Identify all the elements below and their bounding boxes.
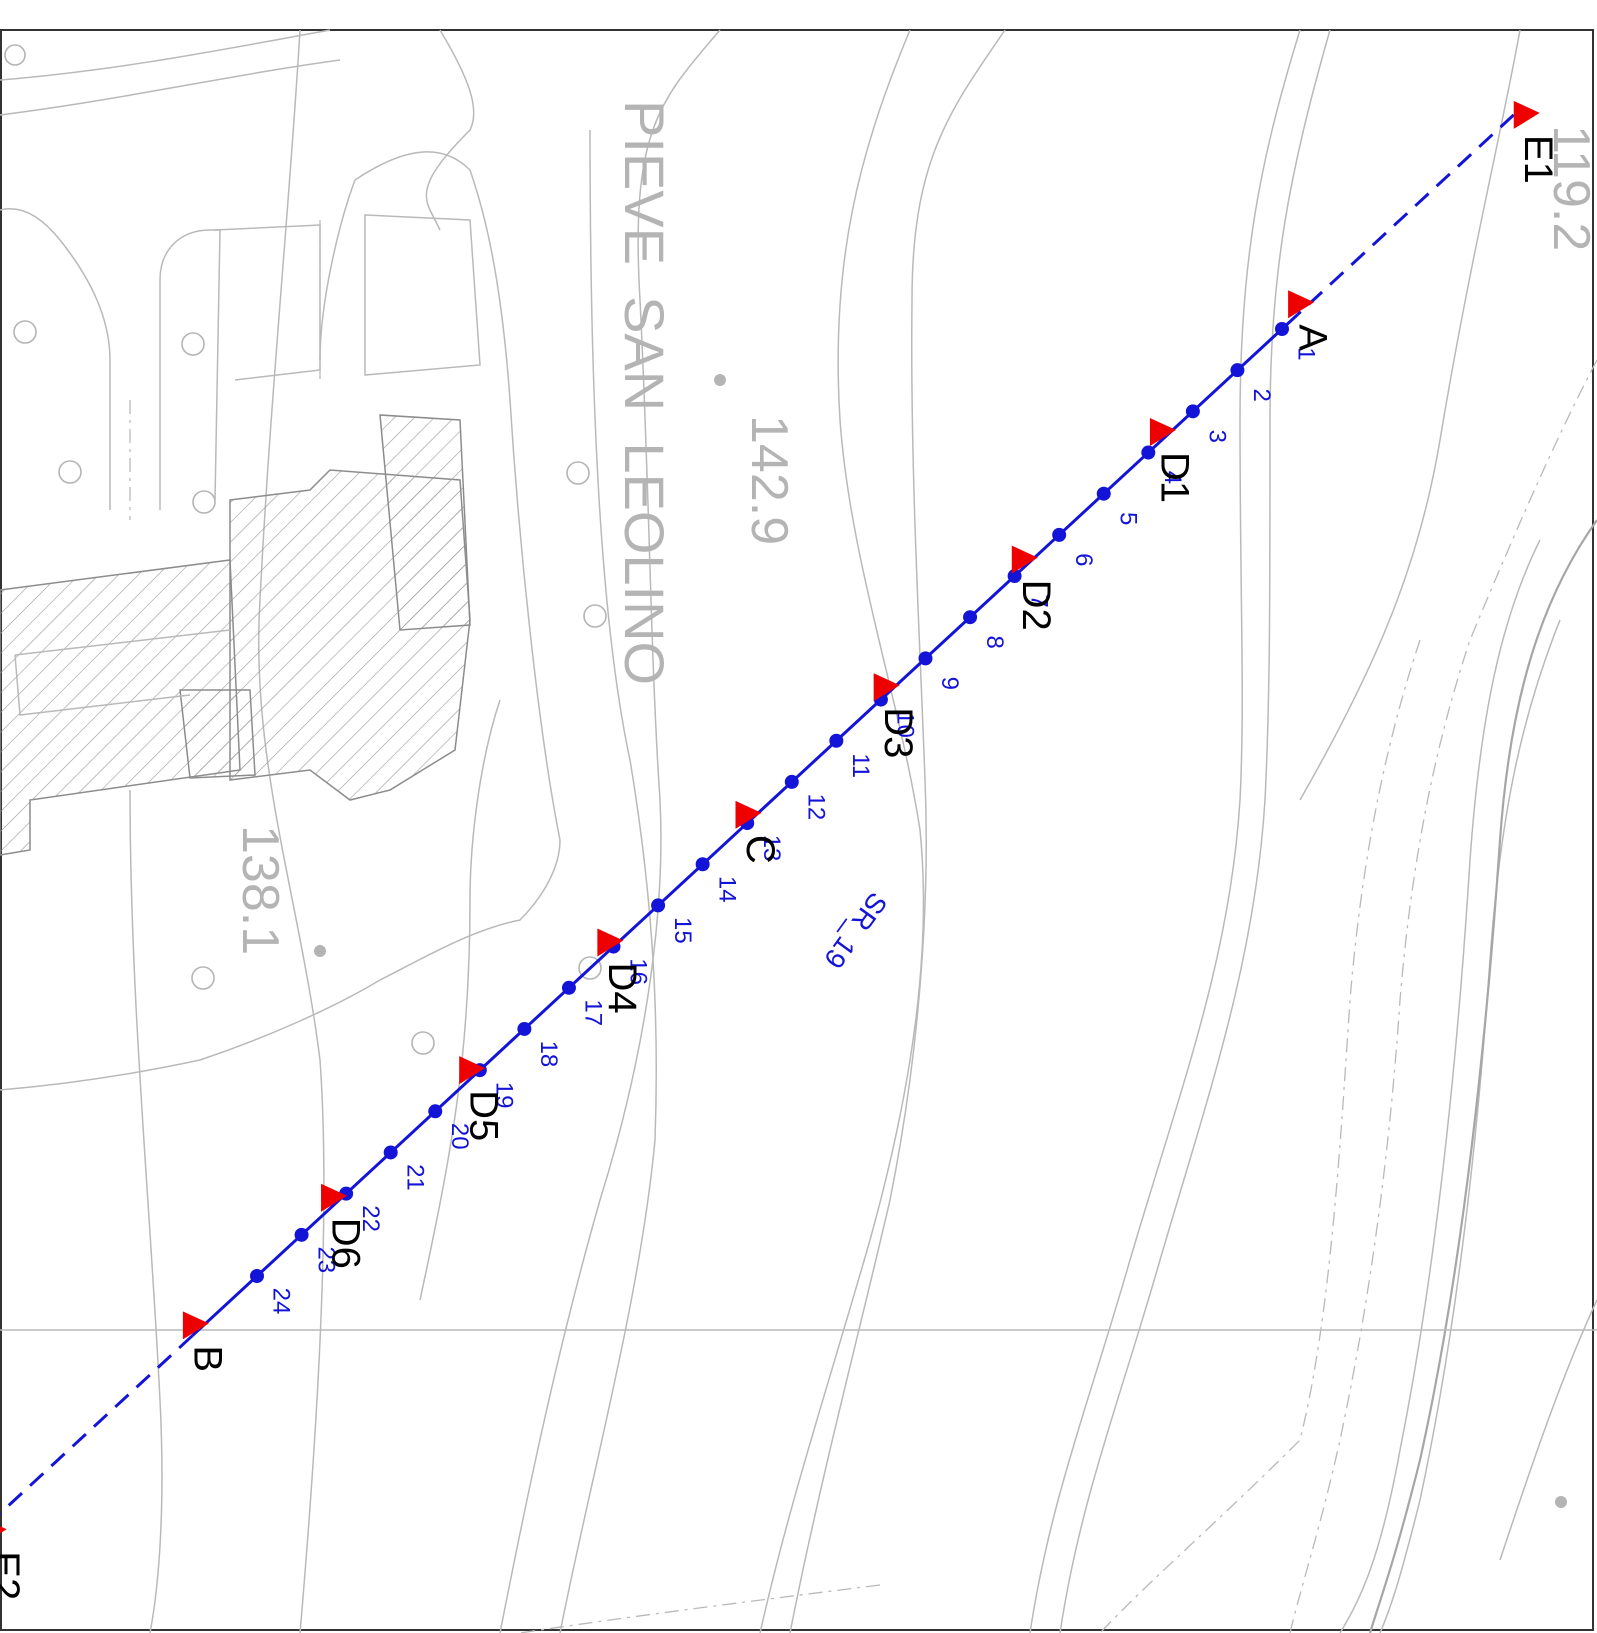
electrode-label-5: 5 (1114, 512, 1141, 525)
station-marker-e1 (1513, 100, 1540, 129)
elevation-label-3: 119.2 (1542, 125, 1597, 251)
hatched-buildings (0, 414, 471, 856)
electrode-label-10: 10 (892, 711, 919, 738)
electrode-label-21: 21 (401, 1164, 428, 1191)
electrode-label-18: 18 (535, 1041, 562, 1068)
station-marker-d6 (321, 1183, 348, 1212)
electrode-21 (383, 1145, 398, 1160)
place-name-label: PIEVE SAN LEOLINO (613, 100, 676, 685)
station-label-d5: D5 (462, 1090, 506, 1141)
electrode-1 (1275, 322, 1289, 336)
electrode-8 (963, 610, 978, 625)
electrode-label-12: 12 (803, 794, 830, 821)
electrode-7 (1007, 569, 1022, 584)
station-label-e1: E1 (1516, 135, 1560, 184)
station-label-d1: D1 (1152, 452, 1196, 503)
electrode-label-13: 13 (758, 835, 785, 862)
station-marker-c (735, 800, 762, 829)
electrode-15 (651, 898, 666, 913)
elevation-label-2: 138.1 (231, 825, 289, 955)
station-marker-b (182, 1311, 209, 1340)
station-label-d3: D3 (876, 707, 920, 758)
electrode-label-4: 4 (1159, 471, 1186, 484)
profile-extension-e1 (1296, 113, 1515, 316)
electrode-label-11: 11 (847, 753, 874, 778)
station-marker-d5 (459, 1056, 486, 1085)
electrode-9 (918, 651, 933, 666)
electrode-23 (294, 1227, 309, 1242)
station-label-d4: D4 (600, 963, 644, 1014)
station-marker-d1 (1149, 417, 1176, 446)
electrode-2 (1230, 363, 1245, 378)
background-labels: PIEVE SAN LEOLINO 142.9 138.1 119.2 (231, 100, 1597, 955)
electrode-label-16: 16 (624, 958, 651, 985)
electrode-3 (1185, 404, 1200, 419)
electrode-label-22: 22 (357, 1205, 384, 1232)
electrode-11 (829, 733, 844, 748)
background-cartography (0, 29, 1597, 1633)
station-label-d6: D6 (323, 1218, 367, 1269)
electrode-label-14: 14 (713, 876, 740, 903)
fence-lines (0, 29, 1597, 1331)
electrode-5 (1096, 486, 1111, 501)
station-label-c: C (738, 835, 782, 864)
electrode-label-8: 8 (981, 636, 1008, 649)
station-marker-e2 (0, 1526, 7, 1534)
electrode-4 (1141, 445, 1156, 460)
electrode-label-19: 19 (491, 1082, 518, 1109)
elevation-label-1: 142.9 (740, 415, 798, 545)
station-label-e2: E2 (0, 1551, 27, 1600)
survey-line-label: SR_19 (818, 887, 893, 974)
station-marker-d3 (873, 673, 900, 702)
electrode-label-3: 3 (1204, 430, 1231, 443)
station-label-d2: D2 (1014, 580, 1058, 631)
electrode-label-1: 1 (1293, 347, 1320, 360)
electrode-6 (1052, 527, 1067, 542)
electrode-label-24: 24 (268, 1288, 295, 1315)
station-marker-a (1288, 290, 1315, 319)
electrode-label-7: 7 (1025, 594, 1052, 607)
resistivity-profile: 123456789101112131415161718192021222324E… (0, 100, 1560, 1600)
electrode-17 (561, 980, 576, 995)
profile-extension-e2 (0, 1334, 194, 1516)
electrode-18 (517, 1021, 532, 1036)
electrode-label-20: 20 (446, 1123, 473, 1150)
building-outlines (0, 208, 481, 510)
station-label-a: A (1291, 324, 1335, 351)
electrode-14 (695, 857, 710, 872)
electrode-label-9: 9 (936, 677, 963, 690)
electrode-label-17: 17 (580, 999, 607, 1026)
electrode-20 (428, 1104, 443, 1119)
survey-markers (4, 44, 1567, 1508)
contour-lines (129, 29, 1597, 1633)
electrode-label-23: 23 (312, 1246, 339, 1273)
station-marker-d2 (1011, 545, 1038, 574)
electrode-label-2: 2 (1248, 388, 1275, 401)
station-label-b: B (185, 1345, 229, 1372)
electrode-24 (250, 1269, 264, 1283)
electrode-label-15: 15 (669, 917, 696, 944)
electrode-12 (784, 774, 799, 789)
station-marker-d4 (597, 928, 624, 957)
electrode-label-6: 6 (1070, 553, 1097, 566)
